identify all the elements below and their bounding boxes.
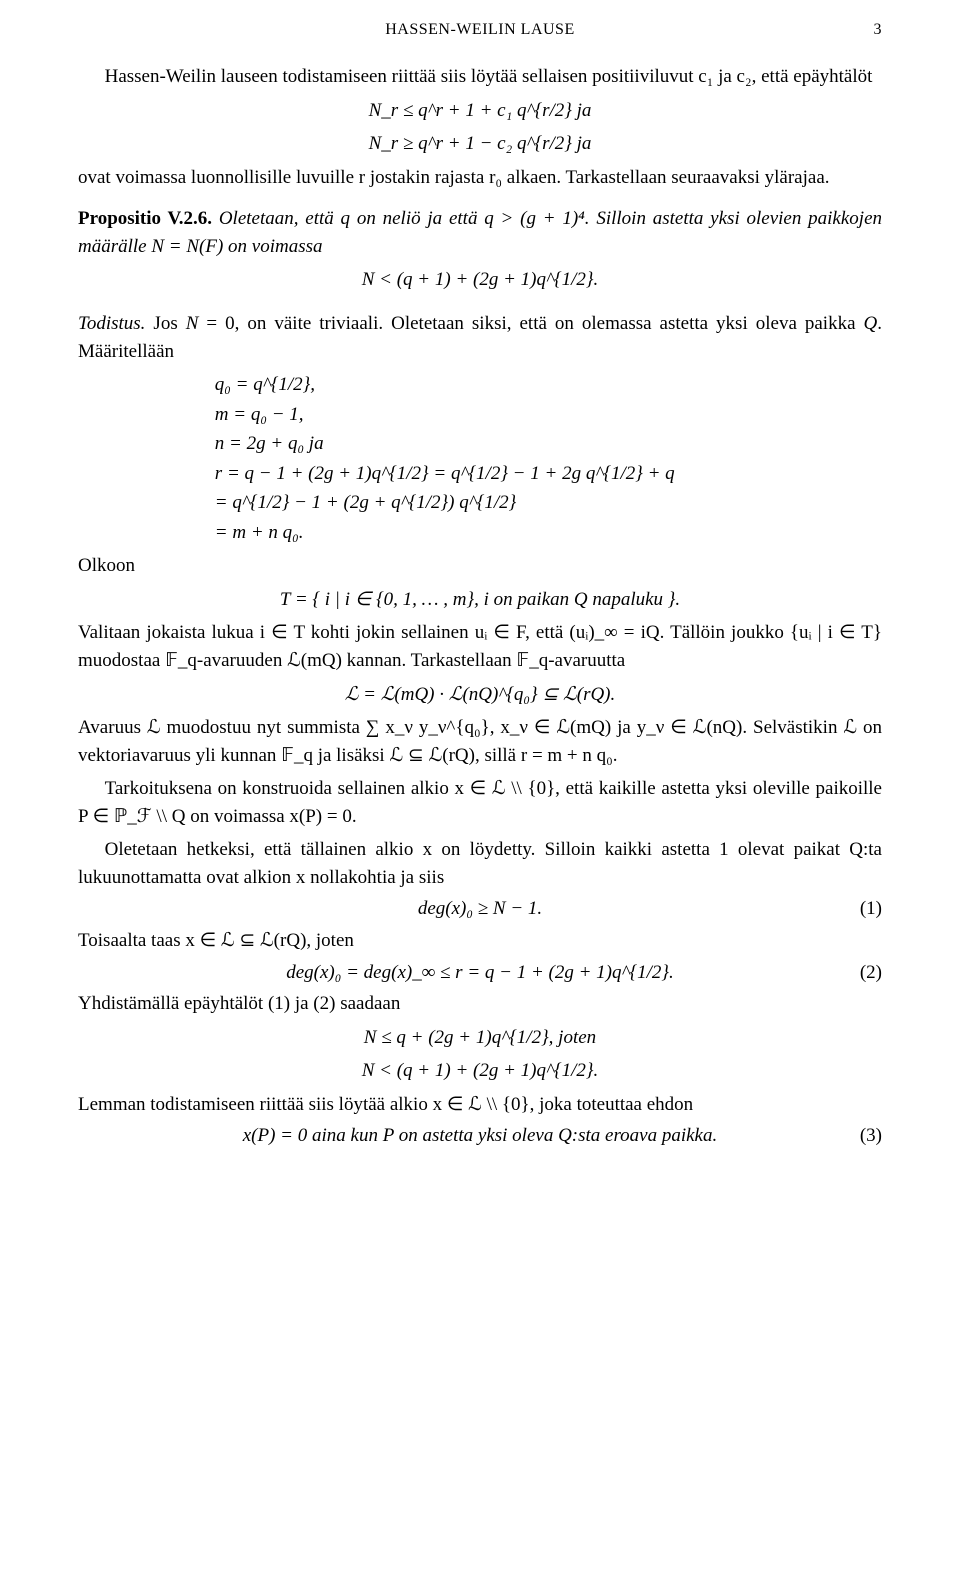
eq-text: x(P) = 0 aina kun P on astetta yksi olev… [243, 1125, 718, 1146]
eq-text: T = { i | i ∈ {0, 1, … , m}, i on paikan… [280, 589, 680, 610]
display-eq3a: N ≤ q + (2g + 1)q^{1/2}, joten [78, 1024, 882, 1052]
proof-para-4: Tarkoituksena on konstruoida sellainen a… [78, 775, 882, 830]
display-eq3b: N < (q + 1) + (2g + 1)q^{1/2}. [78, 1057, 882, 1085]
eq-number: (2) [860, 959, 882, 987]
definition-block: q₀ = q^{1/2}, m = q₀ − 1, n = 2g + q₀ ja… [215, 371, 882, 546]
eq-q0: q₀ = q^{1/2}, [215, 371, 882, 399]
olkoon-line: Olkoon [78, 552, 882, 580]
display-eq2: deg(x)₀ = deg(x)_∞ ≤ r = q − 1 + (2g + 1… [78, 959, 882, 987]
proof-para-1: Todistus. Jos N = 0, on väite triviaali.… [78, 310, 882, 365]
eq-m: m = q₀ − 1, [215, 401, 882, 429]
proposition: Propositio V.2.6. Oletetaan, että q on n… [78, 205, 882, 260]
eq-r1: r = q − 1 + (2g + 1)q^{1/2} = q^{1/2} − … [215, 460, 882, 488]
display-T-def: T = { i | i ∈ {0, 1, … , m}, i on paikan… [78, 586, 882, 614]
proof-para-7: Yhdistämällä epäyhtälöt (1) ja (2) saada… [78, 990, 882, 1018]
display-ineq-lower: N_r ≥ q^r + 1 − c₂ q^{r/2} ja [78, 130, 882, 158]
proof-para-6: Toisaalta taas x ∈ ℒ ⊆ ℒ(rQ), joten [78, 927, 882, 955]
proof-para-2: Valitaan jokaista lukua i ∈ T kohti joki… [78, 619, 882, 674]
eq-r3: = m + n q₀. [215, 519, 882, 547]
proof-para-5: Oletetaan hetkeksi, että tällainen alkio… [78, 836, 882, 891]
page-number: 3 [874, 18, 883, 41]
eq-n: n = 2g + q₀ ja [215, 430, 882, 458]
proof-label: Todistus. [78, 313, 145, 334]
display-ineq-upper: N_r ≤ q^r + 1 + c₁ q^{r/2} ja [78, 97, 882, 125]
running-title: HASSEN-WEILIN LAUSE [385, 21, 574, 38]
eq-text: deg(x)₀ = deg(x)_∞ ≤ r = q − 1 + (2g + 1… [286, 962, 674, 983]
eq-number: (1) [860, 895, 882, 923]
intro-para-1: Hassen-Weilin lauseen todistamiseen riit… [78, 63, 882, 91]
eq-text: N < (q + 1) + (2g + 1)q^{1/2}. [362, 1060, 599, 1081]
intro-para-2: ovat voimassa luonnollisille luvuille r … [78, 164, 882, 192]
eq-r2: = q^{1/2} − 1 + (2g + q^{1/2}) q^{1/2} [215, 489, 882, 517]
proof-sentence: Jos N = 0, on väite triviaali. Oletetaan… [78, 313, 882, 362]
running-header: HASSEN-WEILIN LAUSE 3 [78, 18, 882, 41]
display-prop-bound: N < (q + 1) + (2g + 1)q^{1/2}. [78, 266, 882, 294]
eq-text: ℒ = ℒ(mQ) · ℒ(nQ)^{q₀} ⊆ ℒ(rQ). [345, 684, 616, 705]
proof-para-8: Lemman todistamiseen riittää siis löytää… [78, 1091, 882, 1119]
display-L-def: ℒ = ℒ(mQ) · ℒ(nQ)^{q₀} ⊆ ℒ(rQ). [78, 681, 882, 709]
proposition-label: Propositio V.2.6. [78, 208, 212, 229]
display-eq4: x(P) = 0 aina kun P on astetta yksi olev… [78, 1122, 882, 1150]
eq-text: N ≤ q + (2g + 1)q^{1/2}, joten [364, 1027, 596, 1048]
eq-text: deg(x)₀ ≥ N − 1. [418, 898, 542, 919]
eq-number: (3) [860, 1122, 882, 1150]
page: HASSEN-WEILIN LAUSE 3 Hassen-Weilin laus… [0, 0, 960, 1194]
display-eq1: deg(x)₀ ≥ N − 1. (1) [78, 895, 882, 923]
eq-text: N_r ≥ q^r + 1 − c₂ q^{r/2} ja [369, 133, 592, 154]
eq-text: N_r ≤ q^r + 1 + c₁ q^{r/2} ja [369, 100, 592, 121]
proof-para-3: Avaruus ℒ muodostuu nyt summista ∑ x_ν y… [78, 714, 882, 769]
eq-text: N < (q + 1) + (2g + 1)q^{1/2}. [362, 269, 599, 290]
